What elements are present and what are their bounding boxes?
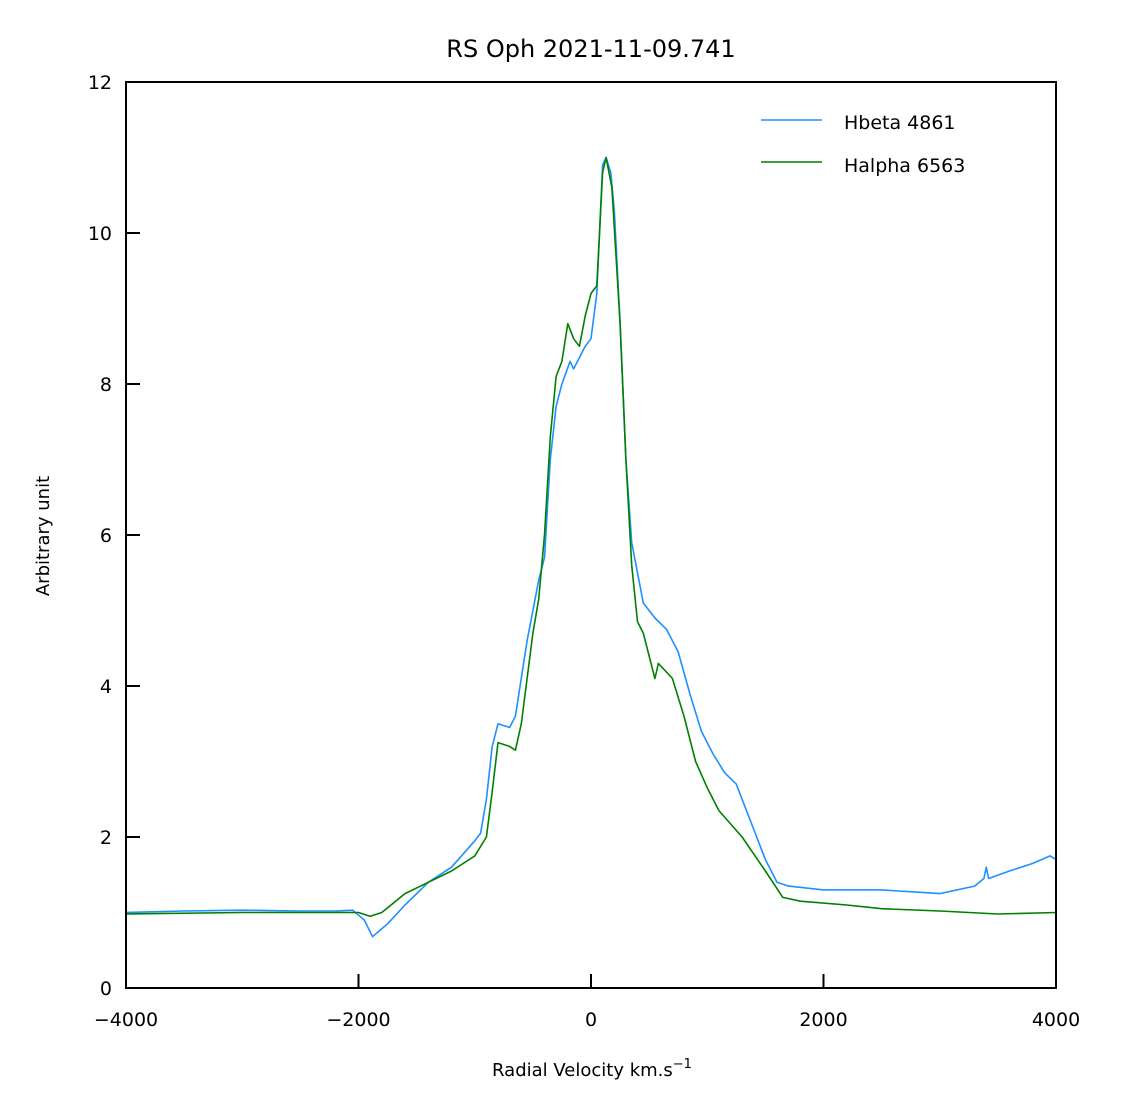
- y-tick-label: 2: [100, 827, 112, 849]
- x-tick-label: 2000: [799, 1009, 847, 1031]
- legend-label-hbeta: Hbeta 4861: [844, 112, 956, 134]
- x-tick-label: −4000: [94, 1009, 158, 1031]
- x-axis-label: Radial Velocity km.s−1: [492, 1057, 692, 1081]
- y-tick-label: 8: [100, 374, 112, 396]
- chart-title: RS Oph 2021-11-09.741: [446, 35, 735, 63]
- legend-label-halpha: Halpha 6563: [844, 155, 965, 177]
- y-tick-label: 10: [88, 223, 112, 245]
- ticks-layer: −4000 −2000 0 2000 4000 0 2 4 6 8 10 12: [88, 72, 1080, 1031]
- series-line-0: [125, 156, 1057, 938]
- y-axis-label: Arbitrary unit: [33, 476, 54, 596]
- x-tick-label: 0: [585, 1009, 597, 1031]
- plot-frame: [125, 81, 1057, 989]
- y-tick-label: 0: [100, 978, 112, 1000]
- x-axis-label-superscript: −1: [673, 1057, 692, 1072]
- y-tick-label: 6: [100, 525, 112, 547]
- y-tick-label: 12: [88, 72, 112, 94]
- x-tick-label: −2000: [326, 1009, 390, 1031]
- series-layer: [125, 156, 1057, 938]
- legend: Hbeta 4861 Halpha 6563: [761, 112, 965, 177]
- series-line-1: [125, 156, 1057, 918]
- x-tick-label: 4000: [1032, 1009, 1080, 1031]
- y-tick-label: 4: [100, 676, 112, 698]
